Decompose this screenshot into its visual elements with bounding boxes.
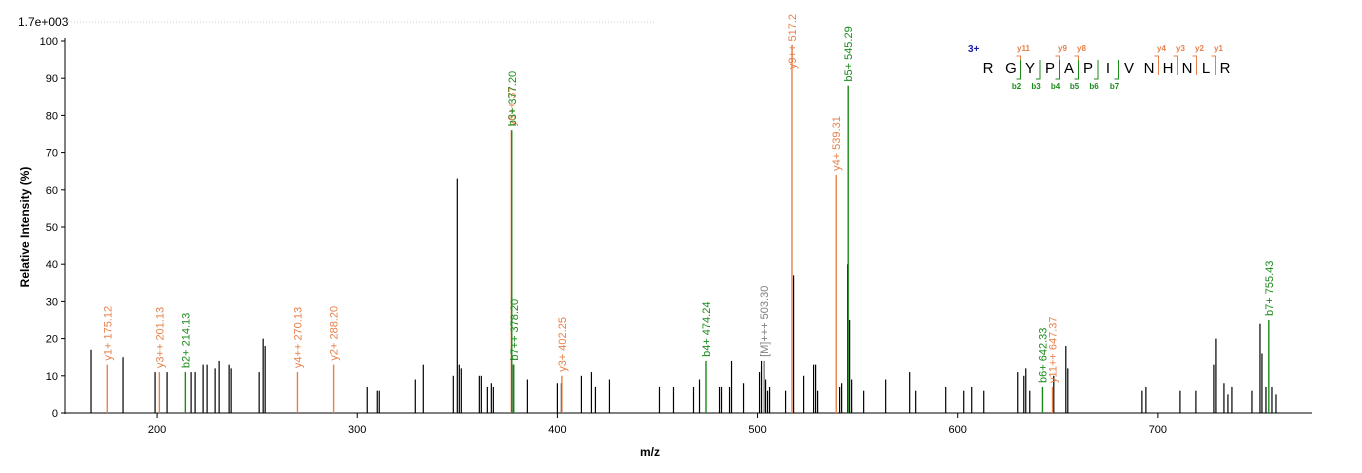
residue: V — [1124, 60, 1134, 77]
y-ion-bracket — [1154, 55, 1159, 75]
b-ion-bracket — [1036, 60, 1041, 80]
y-tick-label: 90 — [46, 73, 58, 85]
x-tick-label: 700 — [1149, 424, 1167, 436]
y-ion-label: y9 — [1058, 44, 1067, 53]
intensity-scale: 1.7e+003 — [18, 15, 69, 29]
residue: L — [1202, 60, 1210, 77]
peak-label: b5+ 545.29 — [843, 26, 855, 81]
y-axis-label: Relative Intensity (%) — [18, 167, 32, 288]
y-tick-label: 50 — [46, 222, 58, 234]
y-tick-label: 70 — [46, 148, 58, 160]
b-ion-label: b2 — [1012, 82, 1022, 91]
x-axis-label: m/z — [640, 445, 660, 459]
peak-label: y3+ 402.25 — [557, 317, 569, 372]
x-tick-label: 400 — [548, 424, 566, 436]
y-ion-bracket — [1016, 55, 1021, 75]
y-tick-label: 60 — [46, 185, 58, 197]
y-ion-bracket — [1211, 55, 1216, 75]
y-tick-label: 80 — [46, 110, 58, 122]
x-tick-label: 300 — [348, 424, 366, 436]
residue: G — [1005, 60, 1017, 77]
y-ion-label: y3 — [1176, 44, 1185, 53]
y-tick-label: 0 — [52, 408, 58, 420]
y-tick-label: 30 — [46, 296, 58, 308]
peak-label: y4+ 539.31 — [831, 116, 843, 171]
peak-label: b4+ 474.24 — [701, 302, 713, 357]
residue: N — [1144, 60, 1155, 77]
b-ion-label: b6 — [1089, 82, 1099, 91]
peak-label: b3+ 377.20 — [507, 71, 519, 126]
b-ion-label: b5 — [1070, 82, 1080, 91]
residue: R — [1220, 60, 1231, 77]
y-ion-label: y2 — [1195, 44, 1204, 53]
peak-label: [M]+++ 503.30 — [759, 286, 771, 357]
y-tick-label: 40 — [46, 259, 58, 271]
peak-label: b2+ 214.13 — [180, 313, 192, 368]
b-ion-bracket — [1114, 60, 1119, 80]
y-ion-bracket — [1055, 55, 1060, 75]
b-ion-label: b4 — [1051, 82, 1061, 91]
peak-label: y3++ 201.13 — [154, 307, 166, 368]
residue: P — [1045, 60, 1055, 77]
peak-label: y11++ 647.37 — [1048, 316, 1060, 382]
y-ion-label: y4 — [1157, 44, 1166, 53]
residue: Y — [1025, 60, 1035, 77]
y-tick-label: 10 — [46, 371, 58, 383]
residue: P — [1083, 60, 1093, 77]
b-ion-bracket — [1016, 60, 1021, 80]
peak-label: y1+ 175.12 — [102, 306, 114, 361]
b-ion-label: b7 — [1110, 82, 1120, 91]
peak-label: b7++ 378.20 — [509, 299, 521, 361]
peak-label: y4++ 270.13 — [292, 307, 304, 368]
residue: H — [1163, 60, 1174, 77]
residue: R — [983, 60, 994, 77]
x-tick-label: 500 — [748, 424, 766, 436]
y-ion-label: y8 — [1077, 44, 1086, 53]
y-ion-label: y1 — [1214, 44, 1223, 53]
b-ion-bracket — [1094, 60, 1099, 80]
peak-label: b6+ 642.33 — [1037, 328, 1049, 383]
peak-label: y9++ 517.2 — [787, 14, 799, 69]
peak-label: b7+ 755.43 — [1264, 261, 1276, 316]
residue: A — [1064, 60, 1074, 77]
b-ion-bracket — [1055, 60, 1060, 80]
y-tick-label: 100 — [40, 36, 58, 48]
x-tick-label: 600 — [949, 424, 967, 436]
y-ion-bracket — [1192, 55, 1197, 75]
b-ion-bracket — [1074, 60, 1079, 80]
residue: N — [1182, 60, 1193, 77]
residue: I — [1106, 60, 1110, 77]
y-ion-label: y11 — [1017, 44, 1030, 53]
x-tick-label: 200 — [148, 424, 166, 436]
charge-state: 3+ — [968, 44, 980, 55]
y-ion-bracket — [1074, 55, 1079, 75]
b-ion-label: b3 — [1031, 82, 1041, 91]
peak-label: y2+ 288.20 — [329, 306, 341, 361]
y-ion-bracket — [1173, 55, 1178, 75]
y-tick-label: 20 — [46, 334, 58, 346]
peak-label: y6++ 37 — [506, 87, 518, 127]
